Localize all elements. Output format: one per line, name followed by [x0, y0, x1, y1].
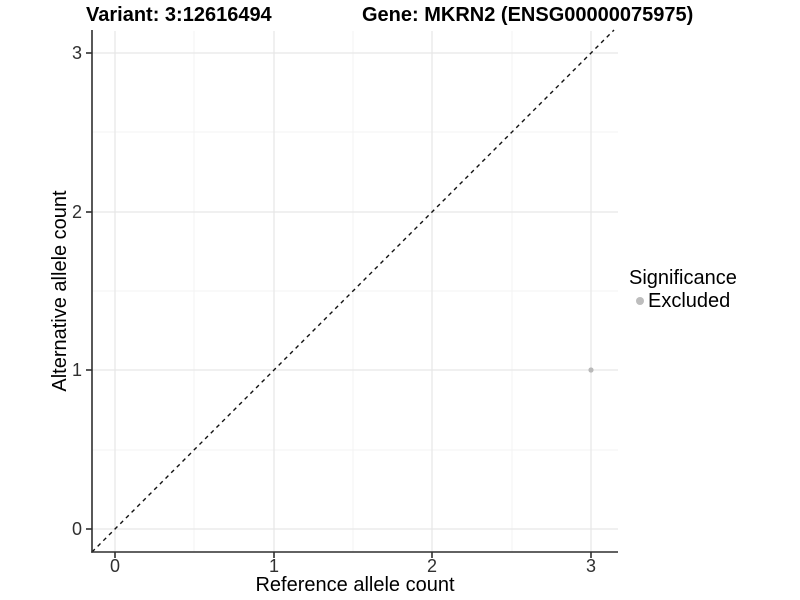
- legend-key-dot: [636, 297, 644, 305]
- data-point: [588, 367, 594, 373]
- y-tick-label-3: 3: [71, 43, 82, 63]
- x-tick-label-2: 2: [426, 556, 438, 576]
- x-tick-label-0: 0: [109, 556, 121, 576]
- plot-title-gene: Gene: MKRN2 (ENSG00000075975): [362, 4, 694, 26]
- x-axis-ticks: [114, 552, 592, 558]
- y-axis-ticks: [86, 52, 92, 530]
- y-tick-label-2: 2: [71, 202, 82, 222]
- x-tick-label-3: 3: [585, 556, 597, 576]
- y-tick-label-1: 1: [71, 360, 82, 380]
- legend-label-excluded: Excluded: [648, 290, 731, 312]
- y-axis-title: Alternative allele count: [49, 190, 71, 392]
- gridlines-minor-horizontal: [92, 131, 618, 451]
- x-axis-title: Reference allele count: [255, 574, 455, 596]
- legend-title: Significance: [629, 267, 737, 289]
- y-tick-label-0: 0: [71, 519, 82, 539]
- gridlines-major-vertical: [114, 31, 592, 552]
- x-tick-label-1: 1: [268, 556, 280, 576]
- gridlines-major-horizontal: [92, 52, 618, 530]
- identity-reference-line: [91, 29, 615, 553]
- plot-title-variant: Variant: 3:12616494: [86, 4, 272, 26]
- axis-lines: [91, 30, 618, 553]
